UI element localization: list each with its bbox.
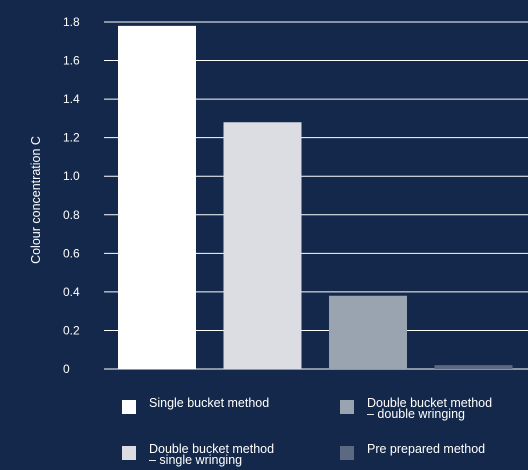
bar-2 [223, 122, 302, 369]
legend-label-line: – double wringing [367, 407, 465, 421]
y-tick-label: 0.8 [63, 208, 80, 222]
legend-label: Double bucket method – single wringing [149, 442, 275, 467]
legend-swatch-double-single [122, 446, 136, 460]
legend-swatch-double-double [340, 400, 354, 414]
legend-label: Double bucket method – double wringing [367, 396, 493, 421]
legend-item-single-bucket: Single bucket method [122, 396, 270, 414]
y-tick-labels: 0 0.2 0.4 0.6 0.8 1.0 1.2 1.4 1.6 1.8 [63, 15, 80, 376]
bar-chart: 0 0.2 0.4 0.6 0.8 1.0 1.2 1.4 1.6 1.8 Colour conc… [29, 15, 528, 376]
legend: Single bucket method Double bucket metho… [0, 388, 528, 470]
y-tick-label: 1.0 [63, 169, 80, 183]
bars [118, 25, 513, 369]
y-tick-label: 0 [63, 362, 70, 376]
bar-3 [329, 295, 407, 369]
y-tick-label: 1.4 [63, 92, 80, 106]
y-tick-label: 1.6 [63, 54, 80, 68]
bar-4 [434, 365, 513, 369]
legend-label-line: – single wringing [149, 453, 243, 467]
y-tick-label: 0.4 [63, 285, 80, 299]
legend-label-line: Double bucket method [149, 442, 275, 456]
legend-label-line: Pre prepared method [367, 442, 486, 456]
y-tick-label: 0.6 [63, 246, 80, 260]
legend-swatch-single-bucket [122, 400, 136, 414]
legend-label: Single bucket method [149, 396, 270, 410]
y-tick-label: 1.2 [63, 131, 80, 145]
legend-swatch-pre-prepared [340, 446, 354, 460]
legend-item-pre-prepared: Pre prepared method [340, 442, 486, 460]
y-axis-title: Colour concentration C [29, 136, 43, 264]
legend-item-double-single: Double bucket method – single wringing [122, 442, 275, 467]
legend-label-line: Single bucket method [149, 396, 270, 410]
legend-label: Pre prepared method [367, 442, 486, 456]
y-tick-label: 1.8 [63, 15, 80, 29]
legend-item-double-double: Double bucket method – double wringing [340, 396, 493, 421]
legend-label-line: Double bucket method [367, 396, 493, 410]
bar-1 [118, 25, 196, 369]
y-tick-label: 0.2 [63, 323, 80, 337]
